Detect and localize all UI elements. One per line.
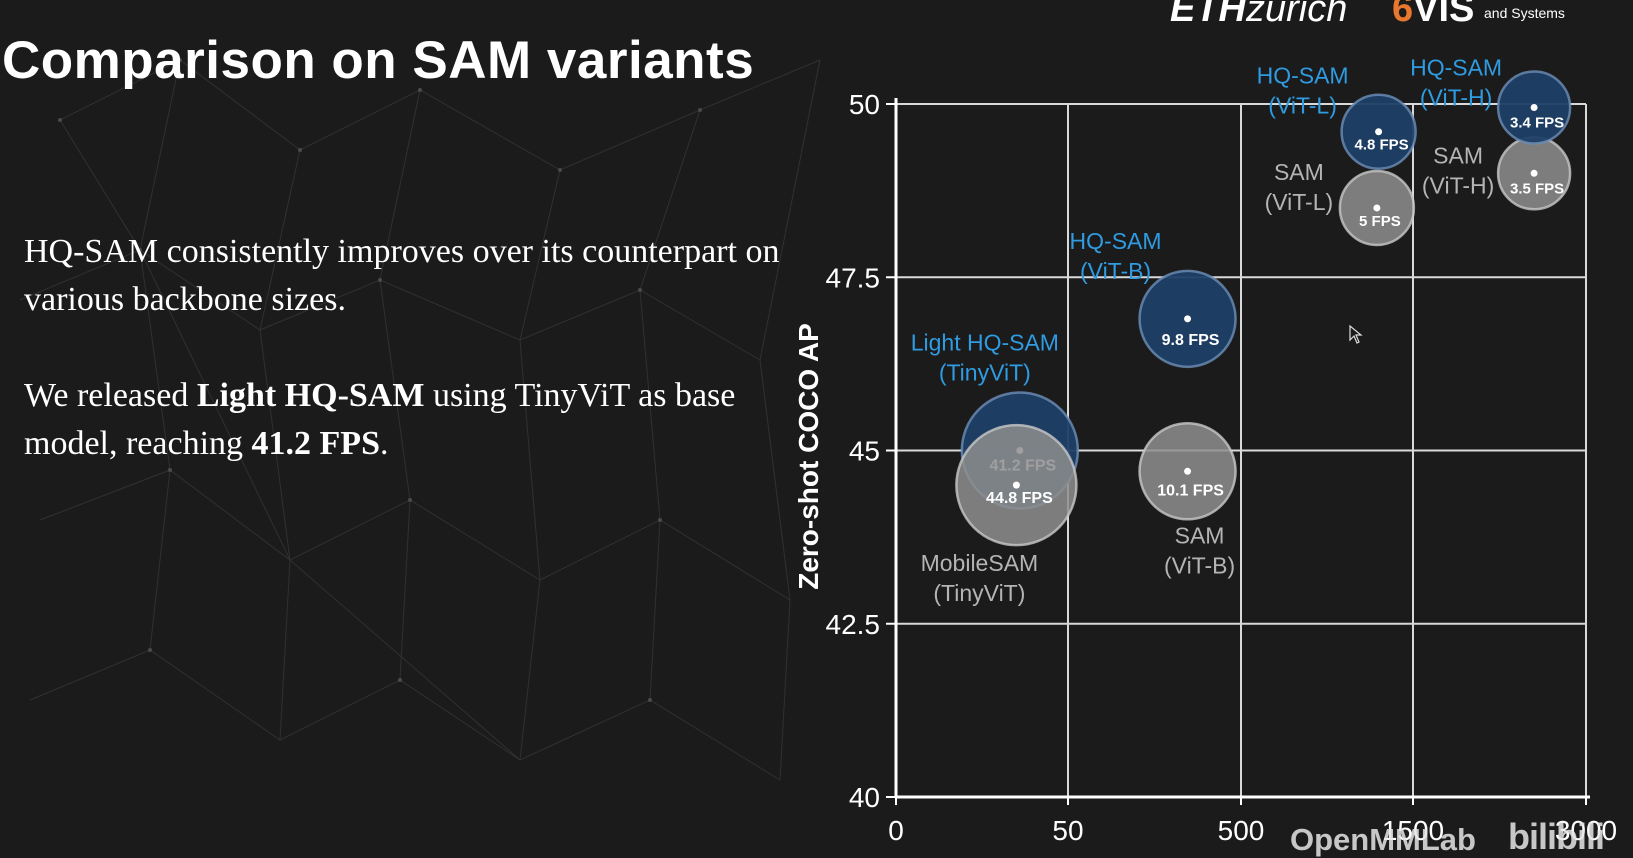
model-label: SAM — [1175, 522, 1225, 548]
eth-zurich-logo: ETHzurich — [1170, 0, 1348, 30]
x-tick-label: 500 — [1218, 815, 1265, 846]
bubble-fps-label: 44.8 FPS — [986, 490, 1053, 507]
model-label: HQ-SAM — [1257, 63, 1349, 89]
y-tick-label: 45 — [849, 436, 880, 467]
paragraph-light-hq-sam: We released Light HQ-SAM using TinyViT a… — [24, 377, 736, 462]
bubble-center-dot — [1184, 315, 1192, 323]
bubble-fps-label: 9.8 FPS — [1162, 332, 1220, 349]
x-tick-label: 3000 — [1555, 815, 1617, 846]
model-label: (ViT-H) — [1422, 172, 1494, 198]
model-label: (TinyViT) — [939, 360, 1031, 386]
x-tick-label: 0 — [888, 815, 904, 846]
model-label: HQ-SAM — [1070, 228, 1162, 254]
y-axis-label: Zero-shot COCO AP — [793, 323, 824, 590]
bubble-hq-sam-vit-h: 3.4 FPS — [1496, 70, 1572, 145]
model-label: (ViT-B) — [1080, 258, 1151, 284]
light-hq-sam-emphasis: Light HQ-SAM — [196, 377, 425, 414]
bubble-center-dot — [1530, 103, 1538, 111]
bubble-fps-label: 5 FPS — [1359, 213, 1401, 230]
model-label: MobileSAM — [921, 550, 1039, 576]
model-label: (ViT-H) — [1420, 84, 1492, 110]
y-tick-label: 42.5 — [826, 609, 881, 640]
bubble-fps-label: 3.5 FPS — [1510, 180, 1564, 197]
paragraph-hq-sam-improves: HQ-SAM consistently improves over its co… — [24, 233, 780, 318]
vis-logo-subtitle: and Systems — [1484, 5, 1565, 21]
y-tick-label: 50 — [849, 89, 880, 120]
vis-logo: 6VIS — [1392, 0, 1475, 30]
bubble-hq-sam-vit-l: 4.8 FPS — [1340, 93, 1417, 170]
slide-title: Comparison on SAM variants — [2, 31, 755, 90]
model-label: SAM — [1433, 142, 1483, 168]
model-label: HQ-SAM — [1410, 54, 1502, 80]
model-label: (TinyViT) — [933, 580, 1025, 606]
model-label: (ViT-L) — [1265, 189, 1334, 215]
y-tick-label: 40 — [849, 782, 880, 813]
bilibili-watermark: bilibili — [1508, 816, 1605, 857]
bubble-sam-vit-h: 3.5 FPS — [1496, 136, 1572, 211]
bubble-mobilesam-tinyvit: 44.8 FPS — [955, 423, 1078, 547]
bubble-sam-vit-b: 10.1 FPS — [1138, 422, 1237, 521]
bubble-fps-label: 4.8 FPS — [1354, 137, 1408, 154]
y-tick-label: 47.5 — [826, 262, 881, 293]
bubble-hq-sam-vit-b: 9.8 FPS — [1138, 269, 1237, 369]
model-label: Light HQ-SAM — [911, 330, 1059, 356]
x-tick-label: 1500 — [1382, 815, 1444, 846]
model-label: (ViT-B) — [1164, 552, 1235, 578]
bubble-sam-vit-l: 5 FPS — [1338, 169, 1416, 247]
fps-emphasis: 41.2 FPS — [251, 425, 380, 462]
model-label: SAM — [1274, 159, 1324, 185]
bubble-fps-label: 3.4 FPS — [1510, 114, 1564, 131]
bubble-center-dot — [1375, 128, 1383, 136]
bubble-center-dot — [1530, 169, 1538, 177]
bubble-center-dot — [1184, 467, 1192, 475]
openmmlab-watermark: OpenMMLab — [1290, 822, 1476, 857]
bubble-fps-label: 10.1 FPS — [1157, 482, 1224, 499]
model-label: (ViT-L) — [1268, 93, 1337, 119]
bubble-center-dot — [1012, 481, 1020, 489]
bubble-center-dot — [1373, 204, 1381, 212]
x-tick-label: 50 — [1052, 815, 1083, 846]
mouse-cursor-icon — [1349, 325, 1363, 344]
